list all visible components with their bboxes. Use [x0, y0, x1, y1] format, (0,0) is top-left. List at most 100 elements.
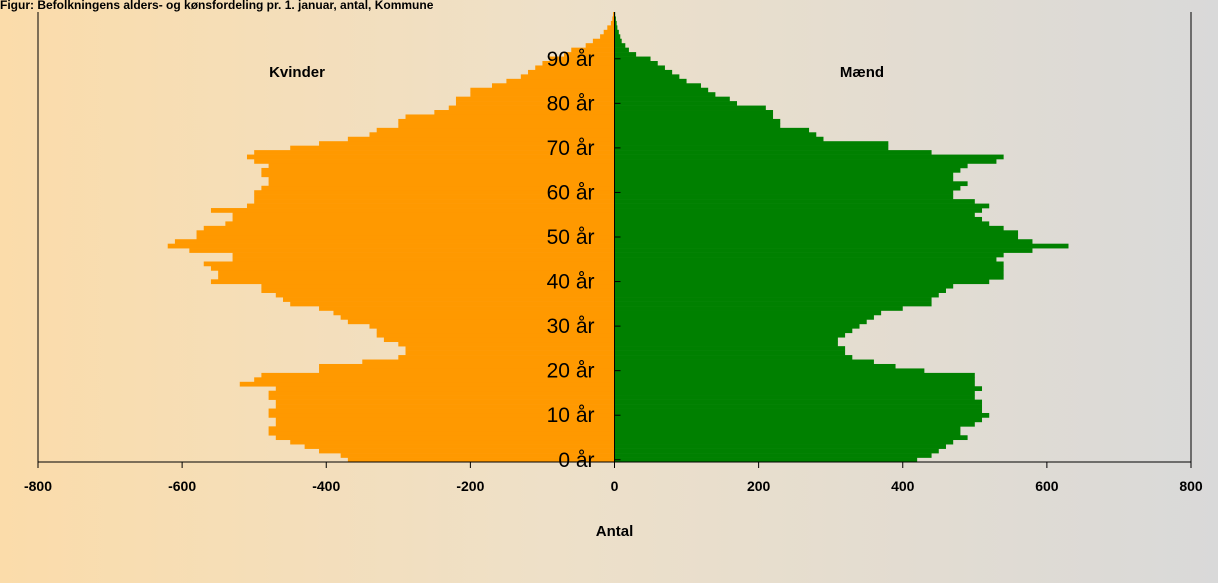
y-tick-label: 30 år [547, 315, 595, 338]
bar-men-age-32 [614, 314, 874, 320]
bar-men-age-88 [614, 65, 665, 71]
bar-men-age-8 [614, 421, 975, 427]
bar-men-age-34 [614, 306, 903, 311]
bar-women-age-93 [585, 43, 615, 48]
bar-women-age-73 [369, 132, 615, 138]
bar-women-age-88 [535, 65, 615, 71]
bar-women-age-40 [210, 279, 615, 285]
bar-men-age-51 [614, 230, 1019, 236]
bar-women-age-26 [398, 341, 615, 347]
bar-men-age-99 [614, 16, 616, 22]
bar-men-age-71 [614, 141, 889, 146]
bar-women-age-57 [246, 203, 615, 209]
bar-women-age-82 [470, 92, 615, 97]
bar-women-age-15 [268, 390, 615, 396]
bar-men-age-60 [614, 190, 954, 195]
bar-men-age-18 [614, 377, 975, 383]
bar-women-age-9 [275, 417, 615, 423]
bar-women-age-31 [347, 319, 615, 325]
bar-men-age-7 [614, 426, 961, 432]
bar-women-age-17 [239, 381, 615, 387]
bar-women-age-91 [564, 52, 615, 57]
x-tick-label: -600 [168, 478, 196, 494]
bar-men-age-9 [614, 417, 983, 423]
bar-women-age-24 [405, 350, 615, 356]
bar-men-age-52 [614, 225, 1004, 231]
bar-women-age-23 [398, 355, 615, 360]
bar-women-age-25 [405, 346, 615, 351]
bar-men-age-2 [614, 448, 939, 454]
bar-men-age-44 [614, 261, 1004, 267]
bar-men-age-33 [614, 310, 882, 316]
bar-men-age-39 [614, 283, 954, 289]
bar-women-age-98 [610, 20, 615, 26]
bar-women-age-65 [261, 167, 615, 173]
bar-women-age-76 [398, 118, 615, 124]
bar-women-age-36 [283, 297, 615, 302]
bar-women-age-94 [592, 38, 615, 44]
bar-women-age-7 [268, 426, 615, 432]
bar-men-age-41 [614, 274, 1004, 280]
bar-men-age-67 [614, 159, 997, 164]
bar-women-age-59 [254, 194, 615, 200]
bar-women-age-52 [203, 225, 615, 231]
bar-men-age-49 [614, 239, 1033, 244]
bar-women-age-74 [376, 127, 615, 133]
bars-group [167, 12, 1069, 463]
x-tick-label: -400 [312, 478, 340, 494]
bar-men-age-62 [614, 181, 968, 187]
bar-women-age-54 [232, 216, 615, 222]
bar-women-age-20 [319, 368, 615, 374]
bar-men-age-40 [614, 279, 990, 285]
bar-men-age-76 [614, 118, 781, 124]
bar-women-age-1 [340, 453, 615, 458]
bar-women-age-81 [455, 96, 615, 102]
bar-women-age-97 [607, 25, 615, 31]
bar-men-age-46 [614, 252, 1004, 258]
bar-men-age-70 [614, 145, 889, 151]
bar-men-age-36 [614, 297, 932, 302]
bar-women-age-90 [549, 56, 615, 62]
bar-women-age-2 [319, 448, 615, 454]
axes-group: -800 -600 -400 -200 0 200 400 600 800 0 år 10 år 20… [24, 12, 1203, 494]
bar-women-age-0 [347, 457, 615, 463]
bar-men-age-15 [614, 390, 975, 396]
bar-women-age-27 [383, 337, 615, 343]
x-tick-label: 200 [747, 478, 771, 494]
bar-men-age-24 [614, 350, 846, 356]
bar-women-age-95 [600, 34, 615, 40]
bar-women-age-55 [232, 212, 615, 218]
bar-men-age-58 [614, 199, 975, 204]
bar-women-age-49 [174, 239, 615, 244]
bar-women-age-6 [268, 430, 615, 436]
bar-women-age-8 [275, 421, 615, 427]
bar-women-age-80 [455, 101, 615, 106]
bar-women-age-46 [232, 252, 615, 258]
bar-men-age-56 [614, 208, 983, 213]
bar-men-age-10 [614, 412, 990, 418]
x-tick-label: 800 [1179, 478, 1203, 494]
y-tick-label: 40 år [547, 271, 595, 294]
bar-women-age-38 [261, 288, 615, 293]
bar-men-age-28 [614, 332, 846, 338]
bar-men-age-13 [614, 399, 983, 405]
bar-men-age-35 [614, 301, 932, 307]
bar-women-age-69 [254, 150, 615, 155]
bar-men-age-55 [614, 212, 975, 218]
bar-women-age-71 [319, 141, 615, 146]
bar-men-age-50 [614, 234, 1019, 240]
bar-men-age-48 [614, 243, 1069, 249]
bar-women-age-29 [376, 328, 615, 334]
bar-men-age-29 [614, 328, 853, 334]
bar-women-age-5 [275, 435, 615, 441]
bar-women-age-92 [571, 47, 615, 53]
bar-men-age-47 [614, 248, 1033, 253]
bar-men-age-5 [614, 435, 968, 441]
bar-women-age-41 [218, 274, 615, 280]
x-axis-title: Antal [596, 523, 634, 540]
x-tick-label: -800 [24, 478, 52, 494]
bar-men-age-27 [614, 337, 838, 343]
bar-men-age-94 [614, 38, 622, 44]
bar-women-age-77 [405, 114, 615, 120]
